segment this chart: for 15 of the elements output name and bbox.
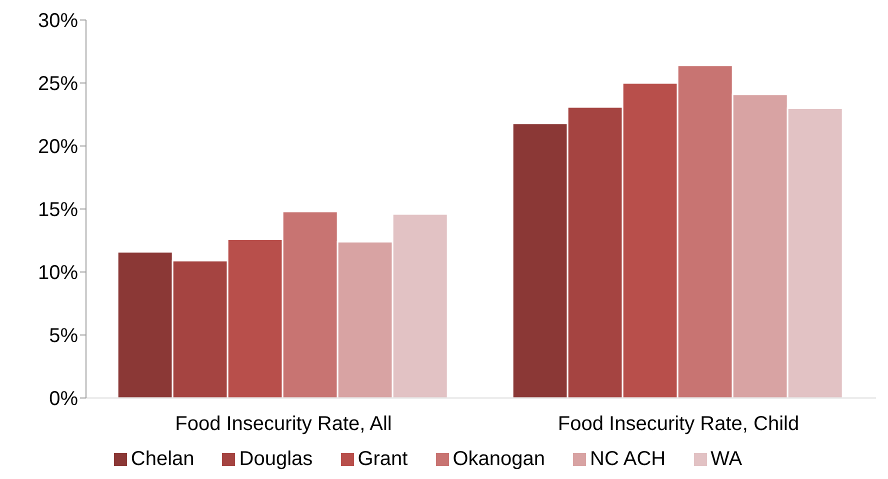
legend-label: Okanogan xyxy=(452,448,546,470)
y-tick-label: 5% xyxy=(49,325,78,348)
legend-label: WA xyxy=(710,448,742,470)
y-tick-label: 15% xyxy=(38,199,78,222)
legend-label: Grant xyxy=(358,448,408,470)
x-tick-label: Food Insecurity Rate, Child xyxy=(558,413,800,436)
y-tick-label: 10% xyxy=(38,262,78,284)
legend-label: Douglas xyxy=(239,448,313,470)
x-tick-label: Food Insecurity Rate, All xyxy=(175,413,392,436)
y-tick-label: 20% xyxy=(38,136,78,158)
y-tick-label: 25% xyxy=(38,73,78,96)
legend-label: Chelan xyxy=(130,448,194,470)
y-tick-label: 30% xyxy=(38,10,78,32)
y-tick-label: 0% xyxy=(49,388,78,410)
legend-label: NC ACH xyxy=(590,448,666,470)
